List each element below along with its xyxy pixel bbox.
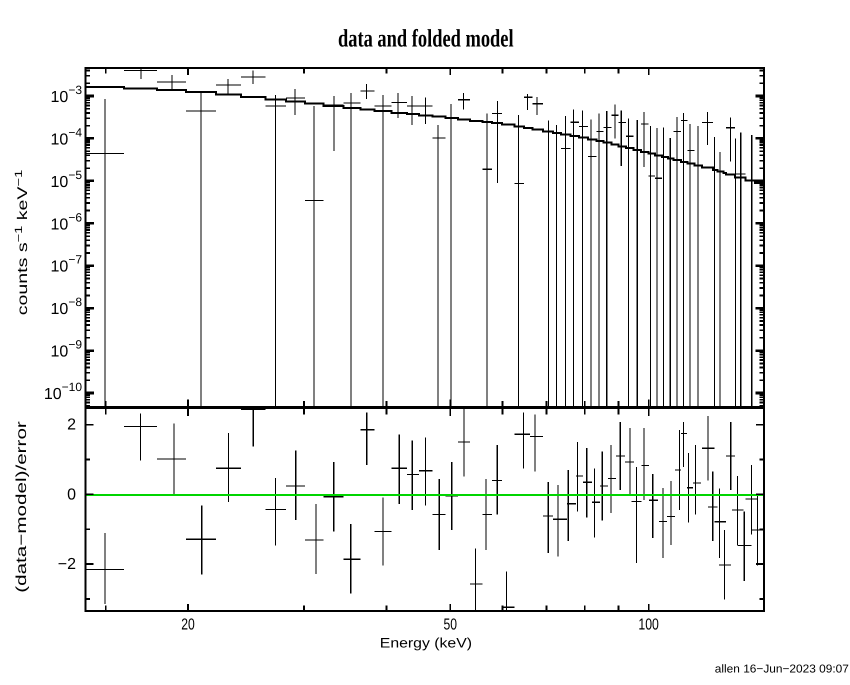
svg-text:20: 20 (181, 617, 195, 634)
svg-text:−2: −2 (58, 556, 76, 573)
svg-text:data and folded model: data and folded model (338, 26, 514, 53)
svg-text:0: 0 (67, 486, 76, 503)
svg-text:50: 50 (444, 617, 458, 634)
svg-text:100: 100 (638, 617, 659, 634)
svg-text:(data−model)/error: (data−model)/error (14, 421, 30, 593)
svg-text:Energy (keV): Energy (keV) (380, 636, 472, 651)
svg-text:allen 16−Jun−2023 09:07: allen 16−Jun−2023 09:07 (715, 663, 849, 675)
svg-text:2: 2 (67, 417, 76, 434)
svg-text:counts s−1 keV−1: counts s−1 keV−1 (13, 170, 30, 316)
